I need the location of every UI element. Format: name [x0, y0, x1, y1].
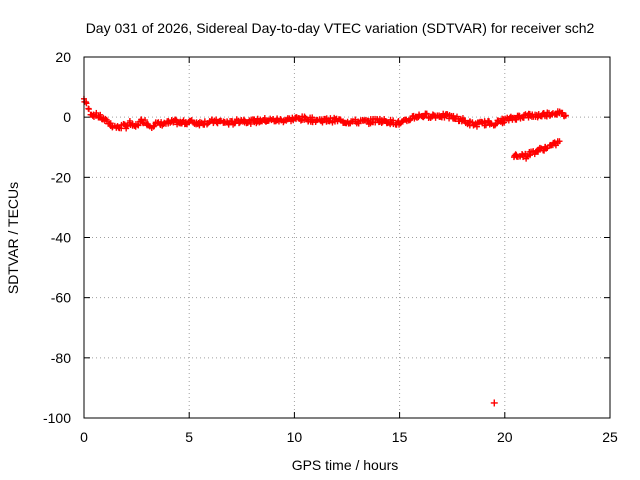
data-point: [172, 116, 179, 123]
y-tick-label: -100: [43, 410, 71, 426]
data-point: [134, 121, 141, 128]
data-point: [247, 120, 254, 127]
data-point: [490, 399, 498, 407]
y-tick-label: -80: [51, 350, 71, 366]
data-point: [420, 114, 427, 121]
data-point: [213, 119, 220, 126]
x-tick-label: 5: [185, 429, 193, 445]
y-tick-label: -60: [51, 290, 71, 306]
y-axis-label: SDTVAR / TECUs: [5, 182, 21, 294]
y-tick-label: -20: [51, 169, 71, 185]
data-point: [97, 111, 104, 118]
data-point: [473, 123, 480, 130]
x-tick-label: 25: [602, 429, 618, 445]
data-points: [80, 95, 569, 407]
y-tick-label: -40: [51, 230, 71, 246]
tick-labels: 0 5 10 15 20 25 -100 -80 -60 -40 -20 0 20: [43, 49, 618, 445]
data-point: [520, 154, 527, 161]
data-point: [527, 152, 534, 159]
data-point: [103, 116, 110, 123]
data-point: [297, 117, 304, 124]
data-point: [85, 106, 92, 113]
x-tick-label: 10: [287, 429, 303, 445]
data-point: [140, 120, 147, 127]
chart-title: Day 031 of 2026, Sidereal Day-to-day VTE…: [86, 20, 595, 36]
x-axis-label: GPS time / hours: [292, 457, 399, 473]
data-point: [423, 111, 430, 118]
data-point: [556, 138, 563, 145]
data-point: [138, 116, 145, 123]
data-point: [559, 109, 566, 116]
data-point: [562, 112, 569, 119]
x-tick-label: 15: [392, 429, 408, 445]
y-tick-label: 20: [55, 49, 71, 65]
y-tick-label: 0: [63, 109, 71, 125]
data-point: [501, 119, 508, 126]
x-tick-label: 0: [80, 429, 88, 445]
data-point: [240, 116, 247, 123]
data-point: [142, 117, 149, 124]
x-tick-label: 20: [497, 429, 513, 445]
plot-frame: [83, 56, 611, 419]
data-point: [123, 123, 130, 130]
